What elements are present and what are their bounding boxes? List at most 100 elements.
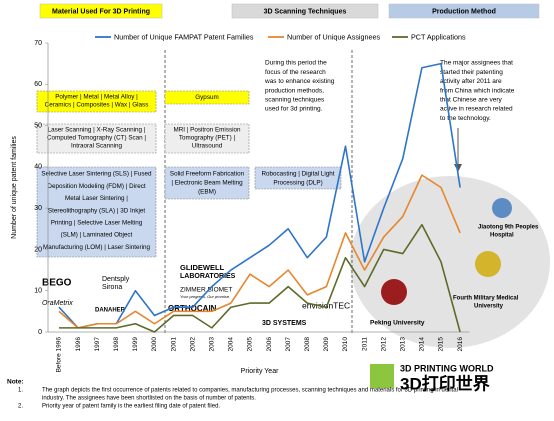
text-line: The major assignees that: [440, 60, 513, 67]
header: 3D Scanning Techniques: [264, 8, 347, 15]
box: [36, 166, 157, 258]
legend-label: PCT Applications: [411, 32, 466, 41]
text-line: to the technology.: [440, 115, 491, 122]
header-box: [388, 3, 540, 19]
x-tick-label: 2004: [228, 337, 235, 352]
watermark-icon: [370, 364, 394, 388]
text-line: Gypsum: [195, 94, 218, 101]
header-box: [39, 3, 163, 19]
x-tick-label: 1996: [75, 337, 82, 352]
logo: LABORATORIES: [180, 273, 236, 280]
text-line: used for 3d printing.: [265, 106, 323, 113]
note-text: The graph depicts the first occurrence o…: [42, 388, 458, 394]
x-tick-label: 2016: [457, 337, 464, 352]
header: Production Method: [432, 8, 496, 15]
logo: envisionTEC: [302, 300, 350, 310]
box: [164, 123, 250, 154]
legend-label: Number of Unique Assignees: [287, 32, 380, 41]
x-tick-label: 2002: [189, 337, 196, 352]
text-line: Stereolithography (SLA) | 3D Inkjet: [48, 207, 145, 214]
y-tick-label: 20: [34, 246, 42, 253]
x-axis-label: Priority Year: [241, 368, 279, 375]
text-line: | Electronic Beam Melting: [171, 180, 243, 187]
x-tick-label: 2010: [342, 337, 349, 352]
logo: ORTHOCAIN: [168, 304, 217, 313]
logo: Sirona: [102, 284, 122, 291]
x-tick-label: 1999: [132, 337, 139, 352]
x-tick-label: 2008: [304, 337, 311, 352]
text-line: Ceramics | Composites | Wax | Glass: [45, 102, 149, 109]
text-line: Processing (DLP): [273, 180, 322, 187]
text-line: Printing | Selective Laser Melting: [51, 219, 143, 226]
logo-seal: [381, 279, 407, 305]
text-line: Computed Tomography (CT) Scan |: [47, 135, 147, 142]
x-tick-label: 2006: [266, 337, 273, 352]
x-tick-label: 2005: [247, 337, 254, 352]
x-tick-label: 2013: [400, 337, 407, 352]
x-tick-label: 2000: [151, 337, 158, 352]
text-line: was to enhance existing: [264, 78, 335, 85]
x-tick-label: 1997: [94, 337, 101, 352]
y-tick-label: 10: [34, 288, 42, 295]
y-tick-label: 70: [34, 40, 42, 47]
text-line: scanning techniques: [265, 97, 325, 104]
logo-seal: [492, 198, 512, 218]
text-line: (SLM) | Laminated Object: [61, 232, 133, 239]
box: [36, 90, 157, 113]
box: [254, 166, 342, 190]
x-tick-label: 2007: [285, 337, 292, 352]
text-line: active in research related: [440, 106, 513, 113]
logo: DANAHER: [95, 308, 126, 314]
x-tick-label: 2015: [438, 337, 445, 352]
text-line: During this period the: [265, 60, 327, 67]
logo: Dentsply: [102, 276, 130, 283]
x-tick-label: 2011: [361, 337, 368, 351]
note-text: Priority year of patent family is the ea…: [42, 404, 220, 410]
y-axis-label: Number of unique patent families: [11, 136, 18, 239]
text-line: (EBM): [198, 189, 216, 196]
y-tick-label: 50: [34, 122, 42, 129]
x-tick-label: Before 1996: [56, 337, 63, 373]
series-line: [58, 174, 461, 329]
logo: Jiaotong 9th Peoples: [478, 225, 539, 231]
text-line: Solid Freeform Fabrication: [170, 171, 245, 178]
logo: Your progress. Our promise.: [180, 294, 230, 299]
box: [164, 90, 250, 105]
series-line: [59, 223, 461, 333]
logo-seal: [475, 251, 501, 277]
text-line: production methods,: [265, 87, 324, 94]
logo: ZIMMER BIOMET: [180, 287, 232, 294]
text-line: Tomography (PET) |: [179, 135, 236, 142]
watermark: 3D打印世界: [400, 373, 490, 393]
x-tick-label: 2014: [419, 337, 426, 352]
text-line: Ultrasound: [192, 143, 223, 150]
x-tick-label: 2001: [170, 337, 177, 352]
header: Material Used For 3D Printing: [52, 8, 150, 15]
text-line: Deposition Modeling (FDM) | Direct: [47, 183, 145, 190]
box: [36, 123, 157, 154]
text-line: focus of the research: [265, 69, 326, 76]
logo: 3D SYSTEMS: [262, 320, 307, 327]
header-box: [231, 3, 379, 19]
logo: University: [474, 304, 504, 310]
note-text: industry. The assignees have been shortl…: [42, 396, 256, 402]
text-line: Polymer | Metal | Metal Alloy |: [55, 94, 138, 101]
y-tick-label: 30: [34, 205, 42, 212]
box: [164, 166, 250, 200]
text-line: from China which indicate: [440, 87, 515, 94]
logos: BEGO Dentsply Sirona OraMetrix DANAHER G…: [42, 198, 539, 393]
logo: OraMetrix: [42, 300, 73, 307]
logo: Peking University: [370, 320, 425, 327]
text-line: MRI | Positron Emission: [173, 127, 241, 134]
y-tick-label: 60: [34, 81, 42, 88]
watermark: 3D PRINTING WORLD: [400, 363, 494, 373]
text-line: Laser Scanning | X-Ray Scanning |: [48, 127, 146, 134]
x-tick-label: 1998: [113, 337, 120, 352]
text-line: Intraoral Scanning: [71, 143, 123, 150]
text-line: Manufacturing (LOM) | Laser Sintering: [43, 244, 150, 251]
legend-label: Number of Unique FAMPAT Patent Families: [114, 32, 254, 41]
y-tick-label: 0: [38, 329, 42, 336]
logo: BEGO: [42, 278, 72, 289]
